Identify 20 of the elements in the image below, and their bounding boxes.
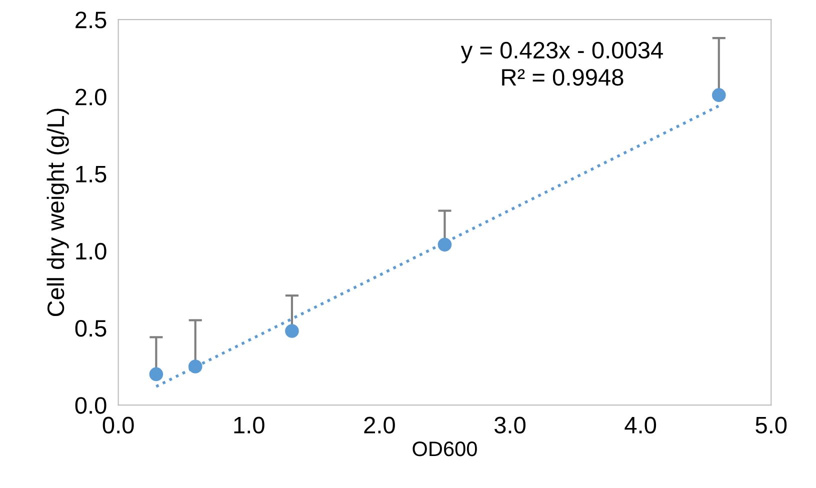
point <box>285 324 299 338</box>
annotation: y = 0.423x - 0.0034 R² = 0.9948 <box>460 42 663 86</box>
point <box>188 360 202 374</box>
y-axis-title: Cell dry weight (g/L) <box>46 108 69 316</box>
y-tick-label: 2.5 <box>76 12 106 28</box>
y-tick-label: 0.5 <box>75 320 106 337</box>
point <box>438 238 452 252</box>
y-tick-label: 1.0 <box>76 242 106 260</box>
x-axis-title: OD600 <box>412 441 477 456</box>
x-tick-label: 5.0 <box>756 416 787 434</box>
point <box>712 88 726 102</box>
y-tick-label: 0.0 <box>75 397 106 414</box>
point <box>149 367 164 382</box>
x-tick-label: 3.0 <box>494 416 526 434</box>
x-tick-label: 0.0 <box>102 416 134 434</box>
x-tick-label: 2.0 <box>364 416 395 434</box>
y-tick-label: 1.5 <box>76 166 106 183</box>
y-tick-label: 2.0 <box>76 88 106 106</box>
x-tick-label: 4.0 <box>624 416 656 434</box>
x-tick-label: 1.0 <box>234 416 264 434</box>
